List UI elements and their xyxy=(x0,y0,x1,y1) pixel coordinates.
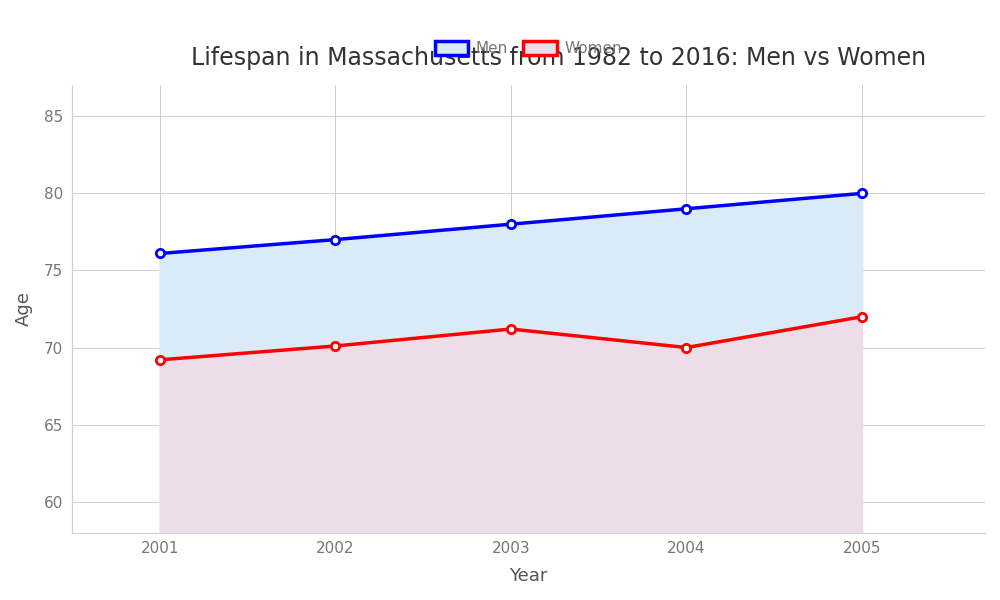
Legend: Men, Women: Men, Women xyxy=(428,35,628,62)
X-axis label: Year: Year xyxy=(509,567,548,585)
Y-axis label: Age: Age xyxy=(15,292,33,326)
Text: Lifespan in Massachusetts from 1982 to 2016: Men vs Women: Lifespan in Massachusetts from 1982 to 2… xyxy=(191,46,926,70)
